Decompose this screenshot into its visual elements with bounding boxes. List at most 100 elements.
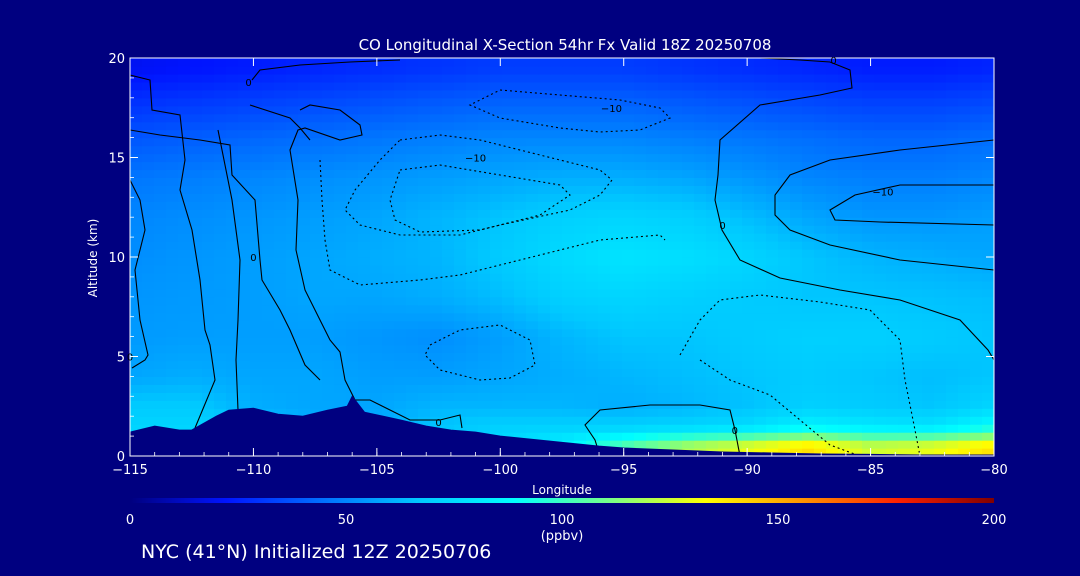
- heatmap-cell: [646, 440, 659, 449]
- heatmap-cell: [742, 113, 755, 123]
- colorbar-tick-label: 200: [982, 513, 1007, 528]
- heatmap-cell: [538, 384, 551, 393]
- heatmap-cell: [706, 288, 719, 298]
- heatmap-cell: [154, 384, 167, 393]
- heatmap-cell: [862, 336, 875, 346]
- heatmap-cell: [982, 408, 994, 417]
- heatmap-cell: [538, 320, 551, 330]
- heatmap-cell: [622, 328, 635, 338]
- heatmap-cell: [718, 169, 731, 178]
- heatmap-cell: [298, 193, 311, 202]
- heatmap-cell: [670, 288, 683, 298]
- heatmap-cell: [898, 58, 911, 67]
- heatmap-cell: [838, 169, 851, 178]
- heatmap-cell: [490, 328, 503, 338]
- contour-label: 0: [732, 426, 738, 437]
- heatmap-cell: [310, 89, 323, 99]
- heatmap-cell: [814, 58, 827, 67]
- heatmap-cell: [298, 304, 311, 314]
- x-tick-label: −80: [980, 463, 1007, 478]
- heatmap-cell: [490, 280, 503, 290]
- heatmap-cell: [526, 312, 539, 322]
- heatmap-cell: [538, 312, 551, 322]
- heatmap-cell: [682, 408, 695, 417]
- heatmap-cell: [910, 233, 923, 242]
- heatmap-cell: [550, 201, 563, 210]
- heatmap-cell: [382, 225, 395, 234]
- heatmap-cell: [850, 193, 863, 202]
- heatmap-cell: [154, 201, 167, 210]
- heatmap-cell: [250, 65, 263, 75]
- heatmap-cell: [466, 89, 479, 99]
- heatmap-cell: [982, 424, 994, 433]
- heatmap-cell: [730, 105, 743, 115]
- heatmap-cell: [958, 264, 971, 274]
- heatmap-cell: [442, 209, 455, 218]
- heatmap-cell: [574, 58, 587, 67]
- heatmap-cell: [310, 177, 323, 186]
- heatmap-cell: [886, 400, 899, 409]
- y-tick-label: 5: [117, 351, 125, 366]
- heatmap-cell: [610, 81, 623, 91]
- heatmap-cell: [970, 185, 983, 194]
- heatmap-cell: [274, 249, 287, 258]
- heatmap-cell: [790, 280, 803, 290]
- heatmap-cell: [622, 169, 635, 178]
- heatmap-cell: [154, 225, 167, 234]
- heatmap-cell: [922, 424, 935, 433]
- heatmap-cell: [418, 89, 431, 99]
- heatmap-cell: [550, 113, 563, 123]
- heatmap-cell: [562, 296, 575, 306]
- heatmap-cell: [694, 368, 707, 377]
- heatmap-cell: [610, 360, 623, 370]
- heatmap-cell: [190, 360, 203, 370]
- heatmap-cell: [358, 129, 371, 139]
- heatmap-cell: [310, 121, 323, 131]
- heatmap-cell: [262, 360, 275, 370]
- heatmap-cell: [946, 217, 959, 226]
- heatmap-cell: [970, 89, 983, 99]
- heatmap-cell: [850, 320, 863, 330]
- heatmap-cell: [286, 201, 299, 210]
- heatmap-cell: [574, 368, 587, 377]
- heatmap-cell: [262, 288, 275, 298]
- heatmap-cell: [418, 105, 431, 115]
- heatmap-cell: [478, 424, 491, 433]
- heatmap-cell: [586, 177, 599, 186]
- heatmap-cell: [190, 185, 203, 194]
- heatmap-cell: [466, 424, 479, 433]
- heatmap-cell: [202, 280, 215, 290]
- heatmap-cell: [742, 58, 755, 67]
- heatmap-cell: [154, 137, 167, 147]
- heatmap-cell: [742, 193, 755, 202]
- heatmap-cell: [958, 153, 971, 163]
- heatmap-cell: [238, 400, 251, 409]
- heatmap-cell: [622, 105, 635, 115]
- heatmap-cell: [442, 153, 455, 163]
- heatmap-cell: [418, 249, 431, 258]
- heatmap-cell: [490, 296, 503, 306]
- heatmap-cell: [946, 97, 959, 107]
- heatmap-cell: [850, 161, 863, 171]
- heatmap-cell: [802, 153, 815, 163]
- heatmap-cell: [250, 280, 263, 290]
- heatmap-cell: [886, 233, 899, 242]
- heatmap-cell: [586, 225, 599, 234]
- heatmap-cell: [814, 201, 827, 210]
- heatmap-cell: [874, 73, 887, 83]
- heatmap-cell: [754, 360, 767, 370]
- heatmap-cell: [934, 241, 947, 250]
- heatmap-cell: [574, 344, 587, 354]
- heatmap-cell: [634, 376, 647, 385]
- heatmap-cell: [418, 169, 431, 178]
- heatmap-cell: [430, 296, 443, 306]
- colorbar-tick-label: 50: [338, 513, 355, 528]
- heatmap-cell: [142, 392, 155, 401]
- heatmap-cell: [886, 320, 899, 330]
- heatmap-cell: [910, 360, 923, 370]
- heatmap-cell: [250, 304, 263, 314]
- heatmap-cell: [778, 193, 791, 202]
- heatmap-cell: [142, 169, 155, 178]
- heatmap-cell: [418, 58, 431, 67]
- heatmap-cell: [526, 217, 539, 226]
